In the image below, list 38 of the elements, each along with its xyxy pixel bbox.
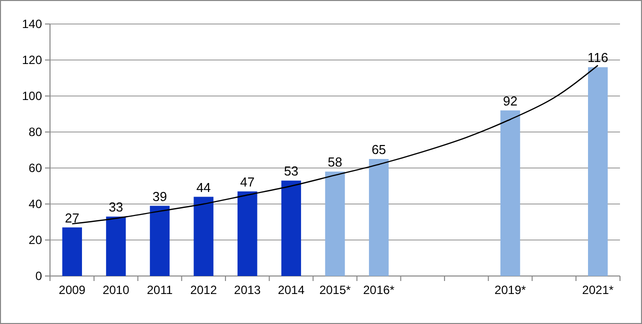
y-tick-label: 0 [35, 269, 42, 284]
y-tick-label: 20 [28, 233, 42, 248]
y-tick-label: 40 [28, 197, 42, 212]
data-label: 53 [284, 164, 298, 179]
data-label: 33 [108, 200, 124, 215]
y-tick-label: 120 [22, 53, 42, 68]
bar [194, 196, 214, 276]
data-label: 39 [152, 188, 167, 204]
data-label: 27 [64, 210, 80, 226]
data-label: 65 [372, 142, 386, 157]
bar [281, 180, 302, 276]
x-tick-label: 2021* [582, 283, 614, 297]
x-tick-label: 2010 [102, 283, 130, 297]
data-label: 44 [196, 180, 211, 195]
y-tick-label: 100 [22, 89, 42, 104]
bar [500, 110, 520, 276]
x-tick-label: 2016* [363, 283, 395, 297]
data-label: 92 [503, 93, 518, 108]
bar [62, 227, 82, 276]
y-tick-label: 140 [22, 17, 42, 32]
bar [588, 67, 608, 276]
x-tick-label: 2011 [146, 283, 173, 297]
bar [106, 216, 126, 276]
data-label: 58 [328, 154, 342, 170]
bar [368, 159, 389, 276]
x-tick-label: 2015* [319, 283, 352, 297]
x-tick-label: 2009 [58, 283, 86, 297]
x-tick-label: 2012 [190, 283, 218, 297]
x-tick-label: 2014 [278, 283, 305, 297]
y-tick-label: 60 [28, 161, 42, 176]
x-tick-label: 2019* [494, 283, 526, 297]
bar [150, 206, 170, 276]
data-label: 47 [240, 174, 255, 190]
y-tick-label: 80 [28, 125, 42, 140]
data-label: 116 [588, 50, 608, 66]
bar [325, 172, 345, 276]
x-tick-label: 2013 [234, 283, 262, 297]
bar [238, 191, 258, 276]
